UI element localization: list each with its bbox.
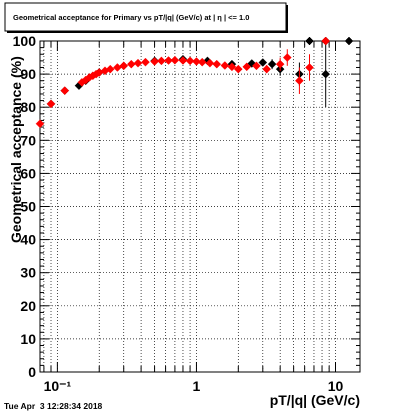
data-point <box>60 86 70 96</box>
title-frame <box>4 2 287 32</box>
data-series <box>35 36 354 129</box>
x-tick-label: 10 <box>328 378 344 394</box>
x-tick-label: 10⁻¹ <box>44 378 72 394</box>
y-tick-label: 30 <box>20 265 36 281</box>
data-point <box>252 61 261 71</box>
data-point <box>105 64 115 74</box>
data-point <box>267 59 277 69</box>
y-tick-label: 10 <box>20 331 36 347</box>
y-tick-label: 40 <box>20 232 36 248</box>
data-point <box>46 99 56 109</box>
data-point <box>262 64 272 74</box>
y-tick-label: 50 <box>20 199 36 215</box>
data-point <box>258 58 268 67</box>
data-point <box>233 64 243 74</box>
y-tick-label: 80 <box>20 99 36 115</box>
title-box: Geometrical acceptance for Primary vs pT… <box>4 2 288 33</box>
data-point <box>321 69 331 79</box>
data-point <box>141 57 150 67</box>
data-point <box>164 56 173 65</box>
data-point <box>205 58 215 68</box>
tick-labels: 0 10 20 30 40 50 60 70 80 90 100 10⁻¹ 1 10 <box>13 33 344 394</box>
data-point <box>282 53 292 62</box>
data-point <box>192 57 201 66</box>
data-point <box>295 76 304 86</box>
data-point <box>305 36 314 46</box>
series-1 <box>35 36 331 129</box>
y-axis-title: Geometrical acceptance (%) <box>8 56 24 243</box>
data-point <box>170 55 180 65</box>
data-point <box>178 56 188 65</box>
data-point <box>197 57 207 67</box>
data-point <box>321 36 331 46</box>
data-point <box>157 56 166 66</box>
data-point <box>133 58 143 68</box>
y-tick-label: 70 <box>20 132 36 148</box>
x-axis-title: pT/|q| (GeV/c) <box>270 392 360 408</box>
data-point <box>119 61 129 71</box>
data-point <box>242 62 252 72</box>
y-tick-label: 0 <box>28 364 36 380</box>
y-tick-label: 100 <box>13 33 37 49</box>
data-point <box>247 59 257 68</box>
x-tick-label: 1 <box>193 378 201 394</box>
data-point <box>344 36 354 46</box>
data-point <box>150 57 159 66</box>
data-point <box>35 119 45 129</box>
grid <box>40 40 360 373</box>
data-point <box>220 61 230 70</box>
timestamp: Tue Apr 3 12:28:34 2018 <box>4 401 103 411</box>
data-point <box>275 59 285 69</box>
y-tick-label: 20 <box>20 298 36 314</box>
axis-ticks <box>40 40 360 373</box>
y-tick-label: 60 <box>20 165 36 181</box>
data-point <box>227 62 237 72</box>
data-point <box>212 59 222 69</box>
data-point <box>305 63 314 72</box>
chart-title: Geometrical acceptance for Primary vs pT… <box>13 13 249 22</box>
data-point <box>185 56 195 66</box>
y-tick-label: 90 <box>20 66 36 82</box>
data-point <box>126 59 136 69</box>
data-point <box>113 63 122 72</box>
